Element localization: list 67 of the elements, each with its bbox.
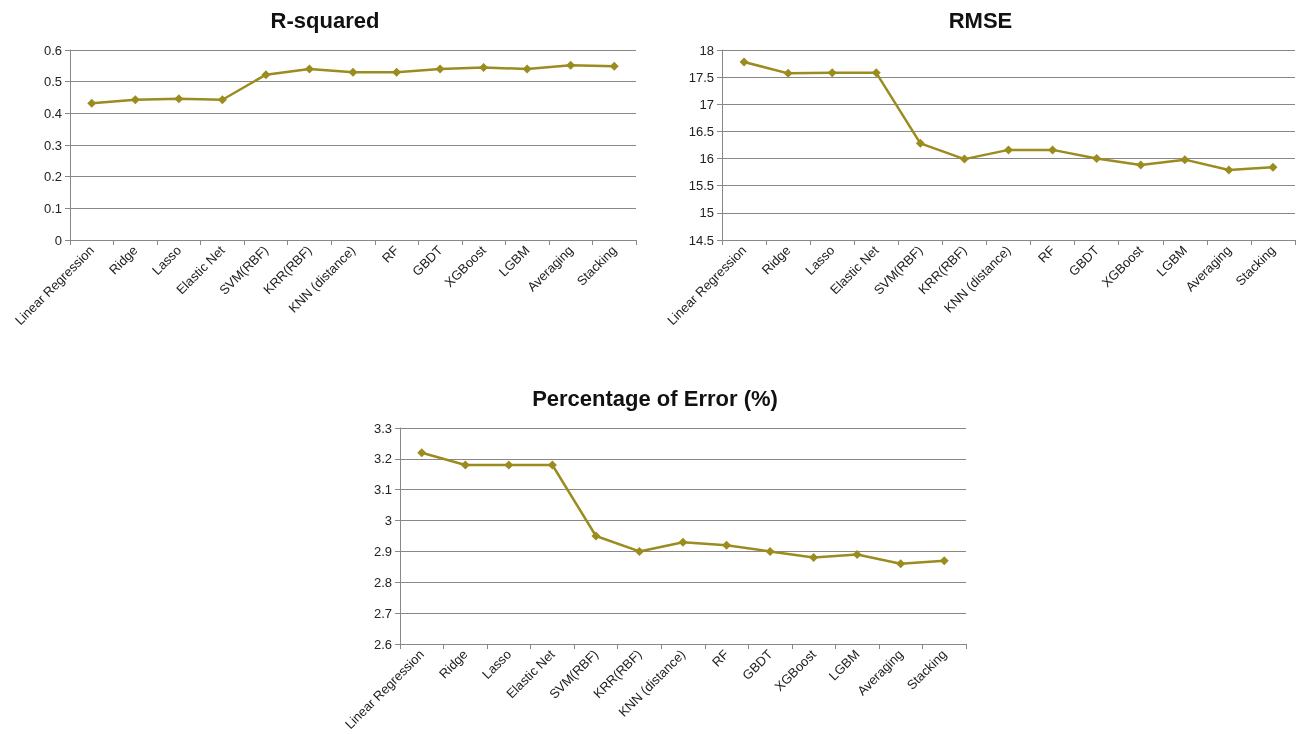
point — [634, 546, 644, 556]
y-tick-label: 15.5 — [688, 178, 714, 194]
chart-title: RMSE — [948, 7, 1013, 33]
point — [261, 70, 271, 80]
point — [348, 67, 358, 77]
y-tick-label: 17 — [699, 96, 714, 112]
x-tick-label: RF — [1035, 242, 1058, 266]
y-tick-label: 0.6 — [43, 42, 62, 58]
point — [722, 540, 732, 550]
point — [479, 62, 489, 72]
point — [809, 553, 819, 563]
y-tick-label: 3.2 — [373, 451, 392, 467]
point — [1136, 160, 1146, 170]
x-tick-label: RF — [378, 242, 402, 266]
point — [435, 64, 445, 74]
y-tick-label: 2.7 — [373, 605, 392, 621]
point — [1048, 145, 1058, 155]
chart-title: Percentage of Error (%) — [532, 385, 778, 411]
point — [939, 556, 949, 566]
point — [915, 138, 925, 148]
point — [1180, 155, 1190, 165]
point — [959, 154, 969, 164]
point — [566, 60, 576, 70]
point — [1224, 165, 1234, 175]
y-tick-label: 2.8 — [373, 574, 392, 590]
point — [591, 531, 601, 541]
point — [1004, 145, 1013, 155]
y-tick-label: 0 — [54, 232, 62, 248]
point — [896, 559, 906, 569]
point — [522, 64, 532, 74]
point — [174, 94, 184, 104]
y-tick-label: 17.5 — [688, 69, 714, 85]
y-tick-label: 0.2 — [43, 169, 62, 185]
point — [460, 460, 470, 470]
y-tick-label: 3.3 — [373, 420, 392, 436]
y-tick-label: 18 — [699, 42, 714, 58]
y-tick-label: 0.3 — [43, 137, 62, 153]
point — [392, 67, 402, 77]
point — [871, 68, 881, 78]
point — [1268, 162, 1278, 172]
point — [783, 68, 793, 78]
y-tick-label: 0.4 — [43, 105, 62, 121]
y-tick-label: 3 — [384, 513, 392, 529]
point — [739, 57, 749, 67]
point — [827, 68, 837, 78]
y-tick-label: 14.5 — [688, 232, 714, 248]
x-tick-label: RF — [708, 646, 732, 670]
point — [609, 61, 619, 71]
point — [852, 550, 862, 560]
point — [1092, 154, 1102, 164]
y-tick-label: 2.6 — [373, 636, 392, 652]
y-tick-label: 0.5 — [43, 74, 62, 90]
point — [417, 448, 427, 458]
chart-title: R-squared — [270, 7, 380, 33]
y-tick-label: 2.9 — [373, 543, 392, 559]
point — [678, 537, 688, 547]
point — [217, 95, 227, 105]
y-tick-label: 16 — [699, 151, 714, 167]
y-tick-label: 16.5 — [688, 123, 714, 139]
point — [130, 95, 140, 105]
point — [765, 546, 775, 556]
point — [87, 98, 97, 108]
y-tick-label: 0.1 — [43, 200, 62, 216]
y-tick-label: 3.1 — [373, 482, 392, 498]
y-tick-label: 15 — [699, 205, 714, 221]
point — [504, 460, 514, 470]
point — [304, 64, 314, 74]
